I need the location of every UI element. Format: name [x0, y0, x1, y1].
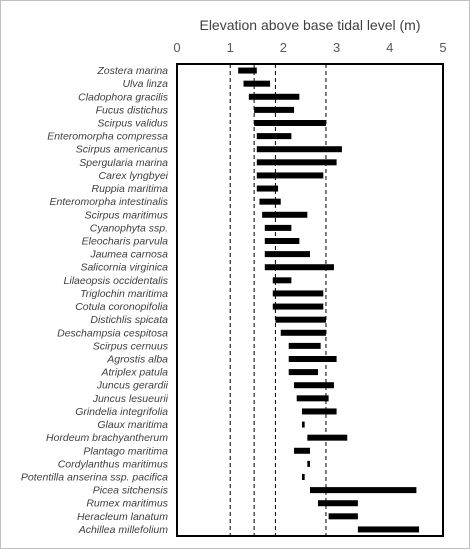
- category-label: Potentilla anserina ssp. pacifica: [21, 472, 168, 484]
- category-label: Triglochin maritima: [80, 288, 168, 300]
- x-axis-ticks: 0 1 2 3 4 5: [173, 40, 446, 55]
- category-label: Deschampsia cespitosa: [57, 327, 168, 339]
- category-label: Spergularia marina: [79, 157, 168, 169]
- category-label: Scirpus validus: [97, 118, 168, 130]
- range-bar: [302, 408, 337, 415]
- category-label: Cordylanthus maritimus: [58, 458, 169, 470]
- category-label: Achillea millefolium: [78, 524, 169, 536]
- category-label: Lilaeopsis occidentalis: [64, 275, 169, 287]
- category-label: Plantago maritima: [83, 445, 168, 457]
- category-label: Eleocharis parvula: [82, 236, 169, 248]
- range-bar: [264, 264, 334, 271]
- chart-title: Elevation above base tidal level (m): [199, 17, 420, 33]
- range-bar: [288, 342, 321, 349]
- range-bar: [294, 447, 310, 454]
- range-bar: [262, 211, 308, 218]
- x-tick-label: 1: [227, 40, 234, 55]
- range-bar: [317, 500, 358, 507]
- range-bar: [357, 526, 420, 533]
- category-label: Salicornia virginica: [80, 262, 168, 274]
- range-bar: [256, 159, 337, 166]
- category-label: Ruppia maritima: [92, 183, 169, 195]
- range-bar: [256, 133, 292, 140]
- category-label: Carex lyngbyei: [99, 170, 169, 182]
- range-bar: [254, 106, 295, 113]
- range-bar: [256, 185, 279, 192]
- category-label: Heracleum lanatum: [77, 511, 168, 523]
- range-bar: [272, 290, 324, 297]
- category-label: Juncus lesueurii: [92, 393, 169, 405]
- category-label: Enteromorpha intestinalis: [50, 196, 169, 208]
- range-bar: [272, 277, 292, 284]
- category-label: Jaumea carnosa: [89, 249, 168, 261]
- category-label: Cladophora gracilis: [78, 91, 169, 103]
- x-tick-label: 2: [280, 40, 287, 55]
- range-bar: [307, 460, 310, 467]
- x-tick-label: 0: [173, 40, 180, 55]
- range-bar: [280, 329, 326, 336]
- reference-lines: [229, 64, 327, 536]
- category-label: Rumex maritimus: [86, 498, 168, 510]
- x-tick-label: 3: [333, 40, 340, 55]
- range-bar: [256, 146, 342, 153]
- category-label: Ulva linza: [122, 78, 168, 90]
- category-label: Grindelia integrifolia: [75, 406, 168, 418]
- category-label: Distichlis spicata: [90, 314, 168, 326]
- range-bar: [264, 251, 310, 258]
- category-label: Agrostis alba: [106, 354, 168, 366]
- range-bar: [254, 120, 326, 126]
- category-label: Hordeum brachyantherum: [46, 432, 168, 444]
- range-bar: [328, 513, 358, 520]
- category-label: Glaux maritima: [97, 419, 168, 431]
- range-bar: [238, 67, 257, 74]
- bars: [238, 67, 420, 533]
- range-bar: [264, 238, 300, 244]
- category-label: Zostera marina: [96, 65, 168, 77]
- category-label: Scirpus maritimus: [85, 209, 169, 221]
- category-label: Atriplex patula: [100, 367, 168, 379]
- x-tick-label: 4: [386, 40, 393, 55]
- x-tick-label: 5: [439, 40, 446, 55]
- category-label: Cotula coronopifolia: [75, 301, 168, 313]
- range-bar: [310, 487, 417, 494]
- range-bar: [302, 421, 305, 428]
- category-label: Picea sitchensis: [93, 485, 169, 497]
- range-bar: [248, 93, 300, 100]
- range-bar: [302, 474, 305, 480]
- range-bar: [288, 356, 337, 362]
- category-label: Enteromorpha compressa: [47, 131, 168, 143]
- category-label: Juncus gerardii: [96, 380, 169, 392]
- range-bar: [272, 303, 324, 310]
- range-bar: [243, 80, 271, 87]
- range-bar: [288, 369, 318, 376]
- category-label: Fucus distichus: [96, 104, 169, 116]
- category-label: Scirpus americanus: [76, 144, 169, 156]
- category-label: Cyanophyta ssp.: [90, 222, 168, 234]
- range-bar: [264, 224, 292, 231]
- range-bar: [307, 434, 348, 441]
- range-bar: [259, 198, 281, 205]
- range-bar: [296, 395, 329, 402]
- plot-area-border: [176, 63, 444, 537]
- range-bar: [275, 316, 326, 323]
- range-bar: [256, 172, 324, 179]
- range-bar: [294, 382, 334, 389]
- category-label: Scirpus cernuus: [93, 340, 169, 352]
